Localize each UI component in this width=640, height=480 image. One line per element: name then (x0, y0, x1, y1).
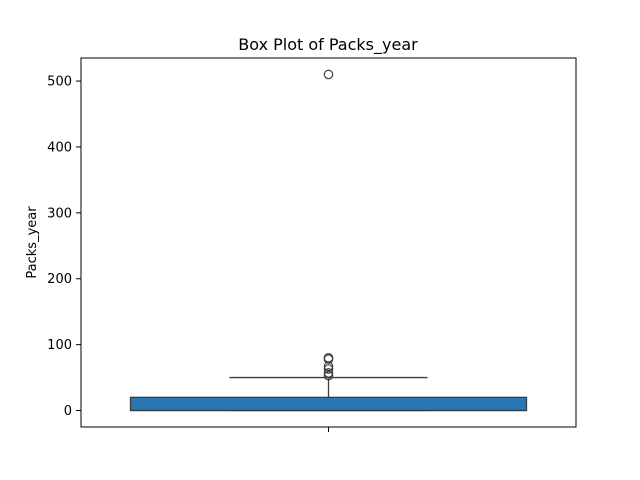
y-tick-label: 200 (47, 272, 72, 287)
y-axis-label: Packs_year (25, 206, 40, 279)
outlier-point (323, 368, 334, 378)
y-tick-label: 400 (47, 140, 72, 155)
outlier-point (323, 370, 334, 381)
box-iqr (129, 396, 528, 412)
y-tick-label: 100 (47, 338, 72, 353)
chart-title: Box Plot of Packs_year (238, 35, 418, 55)
outlier-point (323, 69, 334, 80)
y-tick-label: 500 (47, 75, 72, 90)
outlier-point (323, 353, 334, 363)
outlier-point (323, 364, 334, 374)
y-tick-label: 0 (64, 404, 72, 419)
y-tick-label: 300 (47, 206, 72, 221)
plot-area (129, 69, 528, 412)
y-axis-ticks: 0 100 200 300 400 500 (47, 75, 81, 419)
